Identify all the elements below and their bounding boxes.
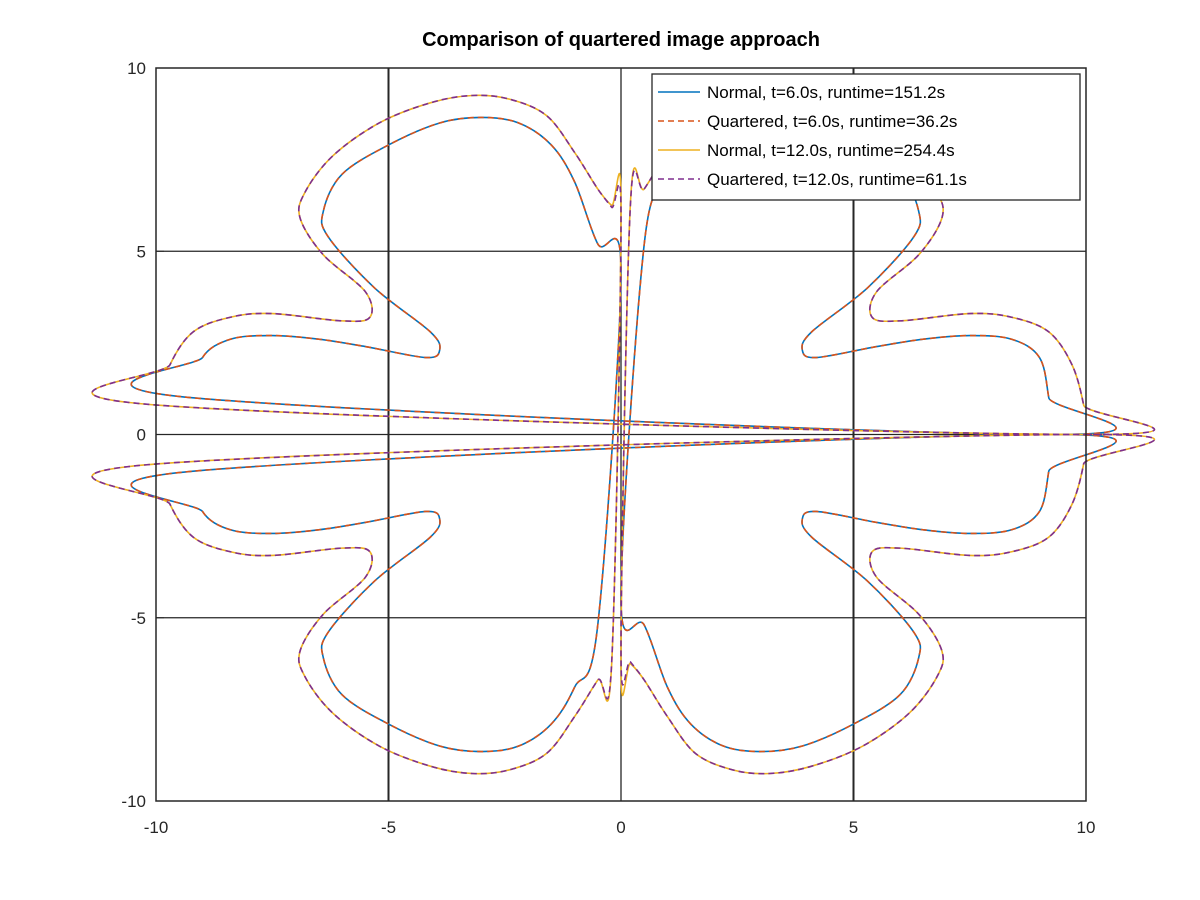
legend-box (651, 73, 1081, 201)
y-tick-label: 5 (137, 242, 146, 261)
y-tick-label: -5 (131, 609, 146, 628)
x-tick-label: 10 (1077, 818, 1096, 837)
series-line-2 (130, 116, 1117, 753)
legend: Normal, t=6.0s, runtime=151.2s Quartered,… (651, 73, 1081, 201)
legend-label-3: Normal, t=12.0s, runtime=254.4s (707, 141, 955, 160)
series-line-4 (91, 94, 1156, 775)
y-tick-label: 10 (127, 59, 146, 78)
data-series (91, 94, 1156, 775)
legend-label-4: Quartered, t=12.0s, runtime=61.1s (707, 170, 967, 189)
x-tick-label: -10 (144, 818, 169, 837)
x-tick-label: 5 (849, 818, 858, 837)
x-tick-label: 0 (616, 818, 625, 837)
y-tick-label: -10 (121, 792, 146, 811)
y-tick-label: 0 (137, 426, 146, 445)
legend-label-2: Quartered, t=6.0s, runtime=36.2s (707, 112, 957, 131)
axis-ticks: -10 -5 0 5 10 -10 -5 0 5 10 (121, 59, 1095, 837)
chart-title: Comparison of quartered image approach (422, 29, 820, 51)
x-tick-label: -5 (381, 818, 396, 837)
legend-label-1: Normal, t=6.0s, runtime=151.2s (707, 83, 945, 102)
